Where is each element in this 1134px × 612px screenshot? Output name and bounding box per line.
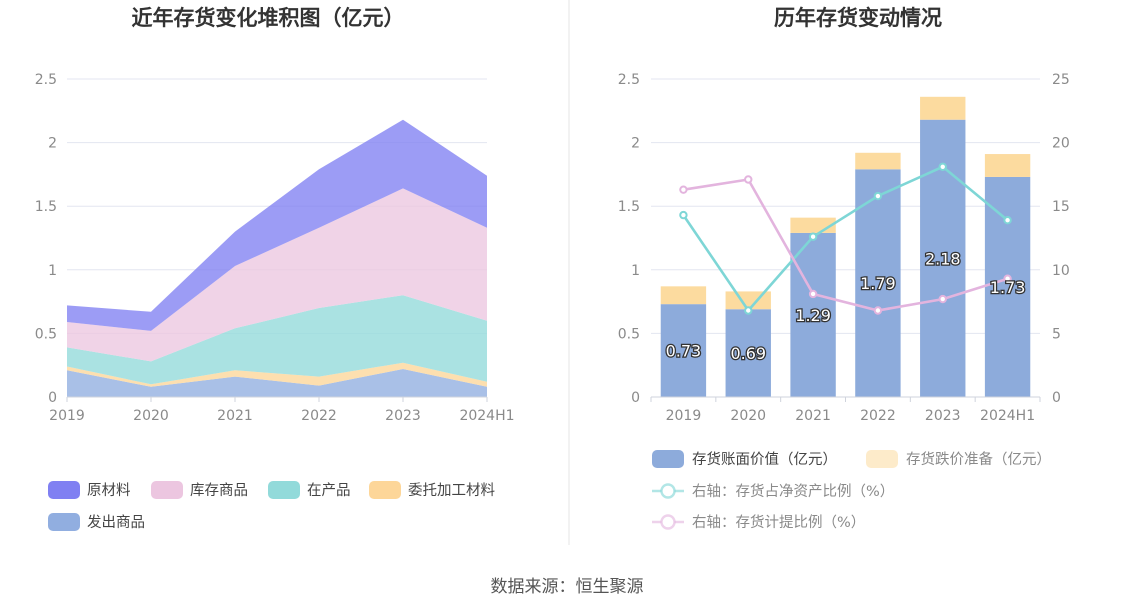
y-tick-label: 2 [48, 136, 57, 152]
legend-item-dispatched[interactable]: 发出商品 [48, 513, 145, 531]
bar-provision [855, 152, 901, 170]
legend-label: 右轴：存货计提比例（%） [692, 514, 865, 531]
x-tick-label: 2021 [795, 408, 831, 424]
right-chart-title: 历年存货变动情况 [774, 6, 942, 30]
x-tick-label: 2021 [217, 408, 253, 424]
legend-label: 原材料 [87, 482, 131, 499]
legend-marker [660, 514, 676, 530]
y2-tick-label: 15 [1052, 199, 1070, 215]
bar-provision [660, 286, 707, 305]
bar-book-value [660, 304, 707, 397]
area-consigned [67, 362, 487, 387]
x-tick-label: 2022 [301, 408, 337, 424]
y-tick-label: 1 [48, 263, 57, 279]
line-point [808, 232, 818, 241]
legend-item-raw[interactable]: 原材料 [48, 481, 131, 499]
y-tick-label: 2.5 [35, 72, 57, 88]
bar-data-label: 1.79 [860, 274, 896, 293]
bar-data-label: 0.73 [666, 342, 702, 361]
line-point [679, 185, 688, 194]
line-point [808, 289, 818, 299]
legend-label: 右轴：存货占净资产比例（%） [692, 483, 894, 500]
y-tick-label: 1.5 [618, 199, 640, 215]
stacked-area-chart: 近年存货变化堆积图（亿元） 0 0.5 1 1.5 2 2.5 2019 2020 2021 20… [35, 6, 515, 531]
line-point [1003, 215, 1012, 225]
legend-swatch [268, 481, 300, 499]
bar-data-label: 1.29 [795, 306, 831, 325]
legend-swatch [48, 513, 80, 531]
area-raw [67, 119, 487, 331]
legend-swatch [48, 481, 80, 499]
bar-book-value [790, 232, 836, 397]
legend-marker [660, 483, 676, 499]
x-tick-label: 2020 [133, 408, 169, 424]
line-point [744, 175, 753, 184]
legend-swatch [151, 481, 183, 499]
y-tick-label: 0.5 [35, 326, 57, 342]
legend-item-line_ratio[interactable]: 右轴：存货占净资产比例（%） [652, 483, 894, 500]
bar-line-chart: 历年存货变动情况 0 0.5 1 1.5 2 2.5 0 5 10 15 20 25 2019 2020 2… [618, 6, 1070, 531]
y2-tick-label: 20 [1052, 136, 1070, 152]
x-tick-label: 2020 [730, 408, 766, 424]
line-point [679, 210, 688, 220]
legend-swatch [652, 450, 684, 468]
x-tick-label: 2023 [385, 408, 421, 424]
x-tick-label: 2024H1 [459, 408, 514, 424]
area-finished [67, 188, 487, 362]
legend-item-line_provision[interactable]: 右轴：存货计提比例（%） [652, 514, 865, 531]
y2-tick-label: 5 [1052, 326, 1061, 342]
legend-label: 库存商品 [190, 482, 248, 499]
x-tick-label: 2019 [49, 408, 85, 424]
line-point [873, 191, 883, 201]
bar-provision [984, 154, 1031, 177]
legend-label: 存货账面价值（亿元） [692, 451, 837, 468]
legend-item-bar_provision[interactable]: 存货跌价准备（亿元） [866, 450, 1051, 468]
line-point [938, 162, 947, 171]
line-line_provision [683, 178, 1008, 312]
line-point [744, 306, 753, 315]
legend-label: 在产品 [307, 482, 351, 499]
y-tick-label: 0 [631, 390, 640, 406]
legend-item-consigned[interactable]: 委托加工材料 [369, 481, 495, 499]
legend-swatch [866, 450, 898, 468]
y2-tick-label: 0 [1052, 390, 1061, 406]
left-chart-title: 近年存货变化堆积图（亿元） [132, 6, 405, 30]
legend-label: 发出商品 [87, 514, 145, 531]
legend-label: 委托加工材料 [408, 482, 495, 499]
y2-tick-label: 10 [1052, 263, 1070, 279]
legend-label: 存货跌价准备（亿元） [906, 451, 1051, 468]
y-tick-label: 0 [48, 390, 57, 406]
bar-provision [920, 96, 966, 120]
legend-item-finished[interactable]: 库存商品 [151, 481, 248, 499]
bar-data-label: 2.18 [925, 249, 961, 268]
y-tick-label: 1 [631, 263, 640, 279]
x-tick-label: 2022 [860, 408, 896, 424]
line-point [1003, 274, 1012, 283]
x-tick-label: 2023 [925, 408, 961, 424]
legend-item-bar_book[interactable]: 存货账面价值（亿元） [652, 450, 837, 468]
legend-item-wip[interactable]: 在产品 [268, 481, 351, 499]
y-tick-label: 2 [631, 136, 640, 152]
bar-data-label: 1.73 [990, 278, 1026, 297]
line-line_ratio [682, 165, 1009, 313]
data-source-footer: 数据来源：恒生聚源 [491, 577, 644, 597]
line-point [938, 294, 947, 304]
y-tick-label: 2.5 [618, 72, 640, 88]
x-tick-label: 2024H1 [980, 408, 1035, 424]
bar-book-value [855, 169, 901, 397]
y-tick-label: 1.5 [35, 199, 57, 215]
line-point [873, 306, 883, 315]
bar-data-label: 0.69 [730, 344, 766, 363]
area-wip [67, 295, 487, 385]
bar-book-value [984, 176, 1031, 397]
area-dispatched [67, 369, 487, 397]
x-tick-label: 2019 [666, 408, 702, 424]
y2-tick-label: 25 [1052, 72, 1070, 88]
legend-swatch [369, 481, 401, 499]
bar-book-value [725, 309, 771, 397]
y-tick-label: 0.5 [618, 326, 640, 342]
